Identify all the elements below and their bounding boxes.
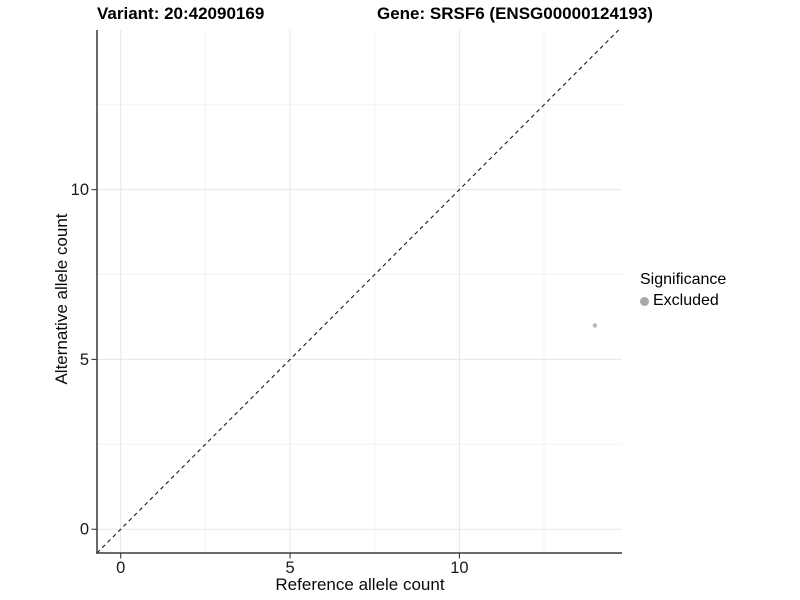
- x-tick-label: 0: [116, 559, 125, 577]
- y-tick-label: 0: [80, 521, 89, 539]
- legend: Significance Excluded: [636, 271, 726, 310]
- x-axis-title: Reference allele count: [275, 575, 445, 594]
- excluded-point-icon: [640, 296, 649, 306]
- legend-item-excluded: Excluded: [636, 292, 726, 310]
- x-tick-label: 5: [285, 559, 294, 577]
- gene-title: Gene: SRSF6 (ENSG00000124193): [377, 4, 653, 23]
- y-tick-label: 10: [71, 181, 89, 199]
- y-axis-title: Alternative allele count: [52, 213, 71, 385]
- legend-title: Significance: [640, 271, 727, 288]
- legend-item-label: Excluded: [653, 292, 719, 309]
- identity-dashed-line: [96, 29, 620, 554]
- variant-title: Variant: 20:42090169: [97, 4, 265, 23]
- data-point: [592, 323, 598, 328]
- x-tick-label: 10: [450, 559, 468, 577]
- y-tick-label: 5: [80, 351, 89, 369]
